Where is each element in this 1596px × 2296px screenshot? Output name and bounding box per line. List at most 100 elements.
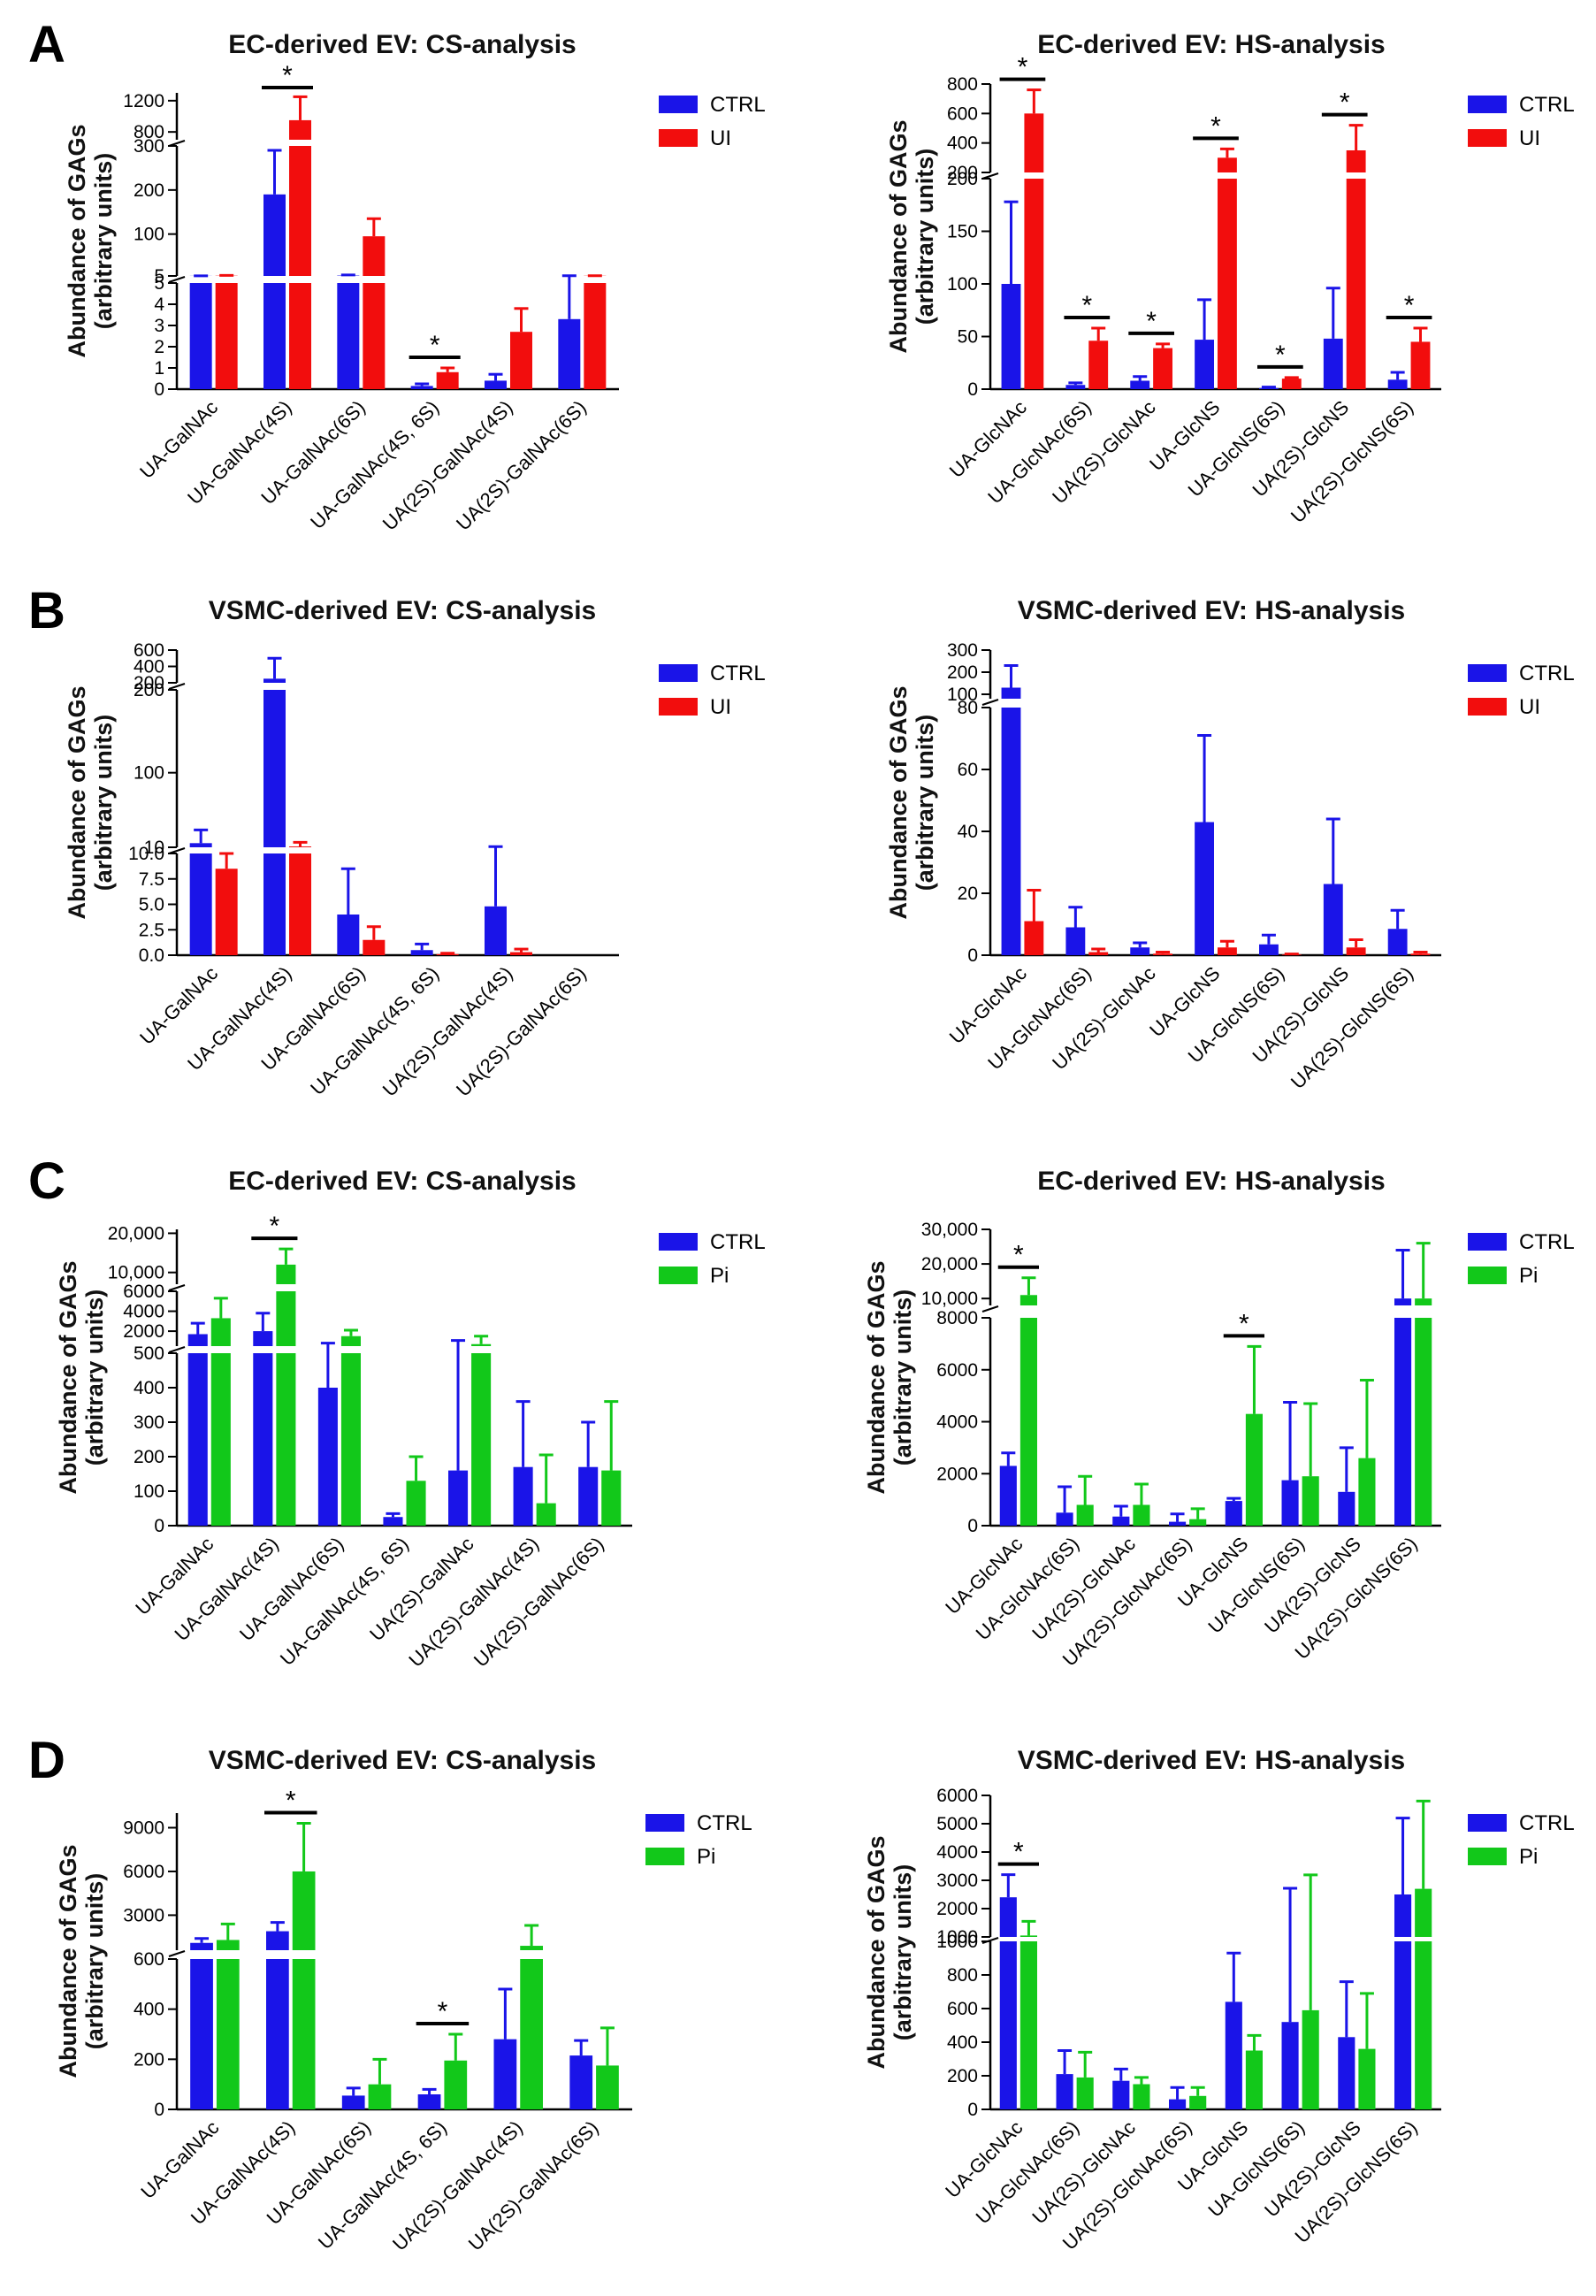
bar-break-gap xyxy=(188,276,213,283)
y-tick-label: 1 xyxy=(154,358,164,379)
x-category-label: UA(2S)-GalNAc(6S) xyxy=(452,396,591,535)
axis-break-mark xyxy=(981,699,999,706)
bar-break-gap xyxy=(288,140,312,146)
y-label-line2: (arbitrary units) xyxy=(912,715,938,892)
bar-ctrl xyxy=(410,386,433,389)
x-category-label: UA-GlcNAc(6S) xyxy=(972,2116,1084,2229)
bar-pi xyxy=(1189,2095,1207,2109)
chart-panel-5: EC-derived EV: HS-analysis Abundance of G… xyxy=(863,1167,1575,1671)
bar-pi xyxy=(1133,2084,1150,2109)
legend-swatch-pi xyxy=(1468,1267,1507,1284)
bar-pi xyxy=(276,1264,296,1526)
y-tick-label: 200 xyxy=(134,680,164,700)
significance-star: * xyxy=(270,1212,280,1241)
bar-pi xyxy=(1302,2009,1319,2109)
bar-ctrl xyxy=(558,318,581,389)
y-tick-label: 400 xyxy=(134,1378,164,1398)
bar-ctrl xyxy=(263,194,286,389)
y-label-line1: Abundance of GAGs xyxy=(55,1844,81,2078)
bar-break-gap xyxy=(1414,1305,1433,1318)
legend-swatch-ui xyxy=(1468,698,1507,716)
bar-pi xyxy=(292,1871,316,2109)
x-category-label: UA(2S)-GalNAc(6S) xyxy=(452,962,591,1101)
panel-label: C xyxy=(28,1152,65,1210)
y-tick-label: 60 xyxy=(958,760,978,780)
bar-ctrl xyxy=(1001,687,1021,955)
axis-break-mark xyxy=(981,1305,999,1313)
bar-ui xyxy=(1410,953,1431,955)
bar-pi xyxy=(1358,1458,1376,1526)
bar-ctrl xyxy=(999,1466,1017,1526)
bar-pi xyxy=(1019,1935,1037,2109)
y-tick-label: 0 xyxy=(967,2100,978,2120)
chart-panel-4: C EC-derived EV: CS-analysis Abundance of … xyxy=(28,1152,766,1672)
legend-swatch-ctrl xyxy=(1468,96,1507,113)
bar-break-gap xyxy=(1019,1305,1038,1318)
axis-break-mark xyxy=(168,1950,186,1957)
legend-label: CTRL xyxy=(1519,93,1575,117)
significance-star: * xyxy=(1146,307,1157,336)
bar-ui xyxy=(1346,947,1366,955)
legend-swatch-ctrl xyxy=(645,1814,684,1832)
y-tick-label: 300 xyxy=(134,136,164,157)
y-tick-label: 2.5 xyxy=(139,920,164,940)
bar-break-gap xyxy=(1345,172,1367,179)
bar-ui xyxy=(1088,952,1109,955)
y-tick-label: 0 xyxy=(154,1516,164,1536)
panel-label: A xyxy=(28,16,65,73)
bar-ctrl xyxy=(1387,379,1408,389)
y-axis-label: Abundance of GAGs (arbitrary units) xyxy=(885,119,938,353)
chart-panel-2: B VSMC-derived EV: CS-analysis Abundance o… xyxy=(28,582,766,1101)
bar-break-gap xyxy=(275,1284,297,1291)
bar-ctrl xyxy=(569,2055,593,2109)
y-label-line1: Abundance of GAGs xyxy=(863,1835,890,2069)
y-tick-label: 80 xyxy=(958,698,978,718)
y-label-line2: (arbitrary units) xyxy=(912,149,938,325)
y-tick-label: 20 xyxy=(958,884,978,904)
bar-ctrl xyxy=(1112,2080,1130,2109)
legend-label: Pi xyxy=(1519,1264,1538,1288)
bar-ctrl xyxy=(1169,2099,1187,2109)
y-tick-label: 6000 xyxy=(123,1862,164,1882)
bar-ctrl xyxy=(1323,338,1343,389)
y-tick-label: 6000 xyxy=(123,1282,164,1302)
x-category-label: UA-GalNAc(4S, 6S) xyxy=(276,1533,413,1670)
legend-swatch-pi xyxy=(645,1848,684,1865)
y-tick-label: 200 xyxy=(947,163,978,183)
significance-star: * xyxy=(1210,111,1221,141)
legend-swatch-ctrl xyxy=(1468,1233,1507,1251)
x-category-label: UA(2S)-GlcNAc xyxy=(1027,1533,1140,1645)
bar-ui xyxy=(1346,150,1366,389)
bar-pi xyxy=(1189,1519,1207,1526)
legend-label: CTRL xyxy=(710,93,766,117)
x-category-label: UA(2S)-GalNAc(4S) xyxy=(378,962,517,1101)
y-label-line1: Abundance of GAGs xyxy=(885,685,912,919)
chart-title: EC-derived EV: HS-analysis xyxy=(1037,1167,1386,1196)
bar-ui xyxy=(289,119,311,389)
y-tick-label: 400 xyxy=(947,2032,978,2053)
bar-break-gap xyxy=(1023,172,1045,179)
legend-label: UI xyxy=(710,695,731,719)
bar-break-gap xyxy=(210,1346,232,1353)
bar-ctrl xyxy=(1225,2001,1242,2109)
y-axis-label: Abundance of GAGs (arbitrary units) xyxy=(55,1260,108,1494)
y-tick-label: 800 xyxy=(947,1965,978,1986)
bar-break-gap xyxy=(1217,172,1238,179)
legend-label: CTRL xyxy=(1519,662,1575,685)
y-tick-label: 0 xyxy=(154,2100,164,2120)
bar-break-gap xyxy=(275,1346,297,1353)
bar-break-gap xyxy=(263,276,286,283)
x-category-label: UA(2S)-GlcNS xyxy=(1260,1533,1365,1638)
bar-ui xyxy=(1024,113,1044,390)
y-tick-label: 3000 xyxy=(123,1905,164,1925)
y-axis-label: Abundance of GAGs (arbitrary units) xyxy=(64,685,117,919)
bar-ctrl xyxy=(417,2094,441,2109)
bar-break-gap xyxy=(288,276,312,283)
y-tick-label: 0.0 xyxy=(139,945,164,966)
y-tick-label: 3000 xyxy=(936,1871,978,1891)
y-tick-label: 300 xyxy=(947,640,978,661)
chart-title: EC-derived EV: CS-analysis xyxy=(228,30,577,59)
bar-break-gap xyxy=(470,1346,493,1353)
bar-break-gap xyxy=(340,1346,362,1353)
legend-label: CTRL xyxy=(1519,1811,1575,1835)
